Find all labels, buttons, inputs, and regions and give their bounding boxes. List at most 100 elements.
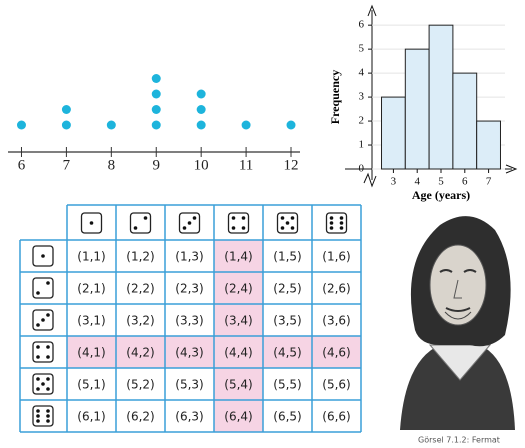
bar	[429, 25, 453, 169]
pip	[46, 409, 50, 413]
bar	[477, 121, 501, 169]
x-axis-label: Age (years)	[412, 188, 470, 202]
die	[33, 342, 53, 362]
cell: (3,6)	[322, 314, 350, 328]
pip	[242, 216, 246, 220]
cell: (4,3)	[175, 346, 203, 360]
bar	[405, 49, 429, 169]
x-tick-label: 7	[486, 176, 492, 188]
die-face	[131, 213, 151, 233]
cell: (4,4)	[224, 346, 252, 360]
pip	[340, 226, 344, 230]
dot	[107, 121, 116, 130]
pip	[36, 291, 40, 295]
x-tick-label: 8	[108, 157, 116, 173]
pip	[286, 221, 290, 225]
pip	[36, 323, 40, 327]
pip	[36, 377, 40, 381]
cell: (6,2)	[126, 410, 154, 424]
pip	[46, 387, 50, 391]
die	[33, 374, 53, 394]
cell: (6,5)	[273, 410, 301, 424]
x-tick-label: 7	[63, 157, 71, 173]
page: Görsel 7.1.2: Fermat 6789101112012345634…	[0, 0, 525, 448]
cell: (3,3)	[175, 314, 203, 328]
x-tick-label: 10	[194, 157, 209, 173]
cell: (6,1)	[77, 410, 105, 424]
cell: (3,4)	[224, 314, 252, 328]
y-tick-label: 3	[359, 91, 365, 103]
x-tick-label: 5	[438, 176, 444, 188]
x-tick-label: 3	[391, 176, 397, 188]
pip	[291, 216, 295, 220]
pip	[281, 216, 285, 220]
pip	[41, 318, 45, 322]
bar	[453, 73, 477, 169]
y-axis-label: Frequency	[328, 70, 342, 124]
dot	[62, 121, 71, 130]
dot	[152, 90, 161, 99]
cell: (4,5)	[273, 346, 301, 360]
dot	[197, 121, 206, 130]
pip	[46, 281, 50, 285]
pip	[232, 226, 236, 230]
cell: (1,3)	[175, 250, 203, 264]
y-tick-label: 5	[359, 43, 365, 55]
x-tick-label: 12	[284, 157, 299, 173]
pip	[183, 226, 187, 230]
pip	[188, 221, 192, 225]
die-face	[327, 213, 347, 233]
x-tick-label: 11	[239, 157, 253, 173]
portrait	[400, 216, 515, 430]
die	[327, 213, 347, 233]
pip	[36, 409, 40, 413]
die	[33, 406, 53, 426]
cell: (6,4)	[224, 410, 252, 424]
cell: (1,5)	[273, 250, 301, 264]
y-tick-label: 0	[359, 163, 365, 175]
pip	[36, 387, 40, 391]
cell: (1,2)	[126, 250, 154, 264]
pip	[36, 345, 40, 349]
cell: (1,4)	[224, 250, 252, 264]
cell: (4,2)	[126, 346, 154, 360]
die	[33, 278, 53, 298]
dot	[197, 90, 206, 99]
cell: (3,2)	[126, 314, 154, 328]
pip	[46, 355, 50, 359]
cell: (1,1)	[77, 250, 105, 264]
pip	[144, 216, 148, 220]
axis-break	[364, 174, 376, 186]
pip	[134, 226, 138, 230]
die	[229, 213, 249, 233]
cell: (2,1)	[77, 282, 105, 296]
die	[131, 213, 151, 233]
pip	[46, 419, 50, 423]
cell: (6,3)	[175, 410, 203, 424]
y-tick-label: 1	[359, 139, 365, 151]
die-face	[229, 213, 249, 233]
die-face	[33, 278, 53, 298]
pip	[41, 254, 45, 258]
cell: (5,3)	[175, 378, 203, 392]
die	[33, 310, 53, 330]
dot	[17, 121, 26, 130]
pip	[330, 216, 334, 220]
bar	[382, 97, 406, 169]
cell: (2,4)	[224, 282, 252, 296]
dot	[287, 121, 296, 130]
cell: (2,5)	[273, 282, 301, 296]
pip	[281, 226, 285, 230]
cell: (5,5)	[273, 378, 301, 392]
cell: (5,2)	[126, 378, 154, 392]
pip	[340, 216, 344, 220]
x-tick-label: 6	[462, 176, 468, 188]
die	[82, 213, 102, 233]
die-face	[33, 406, 53, 426]
pip	[36, 419, 40, 423]
die	[278, 213, 298, 233]
cell: (1,6)	[322, 250, 350, 264]
pip	[36, 355, 40, 359]
die	[180, 213, 200, 233]
cell: (5,6)	[322, 378, 350, 392]
